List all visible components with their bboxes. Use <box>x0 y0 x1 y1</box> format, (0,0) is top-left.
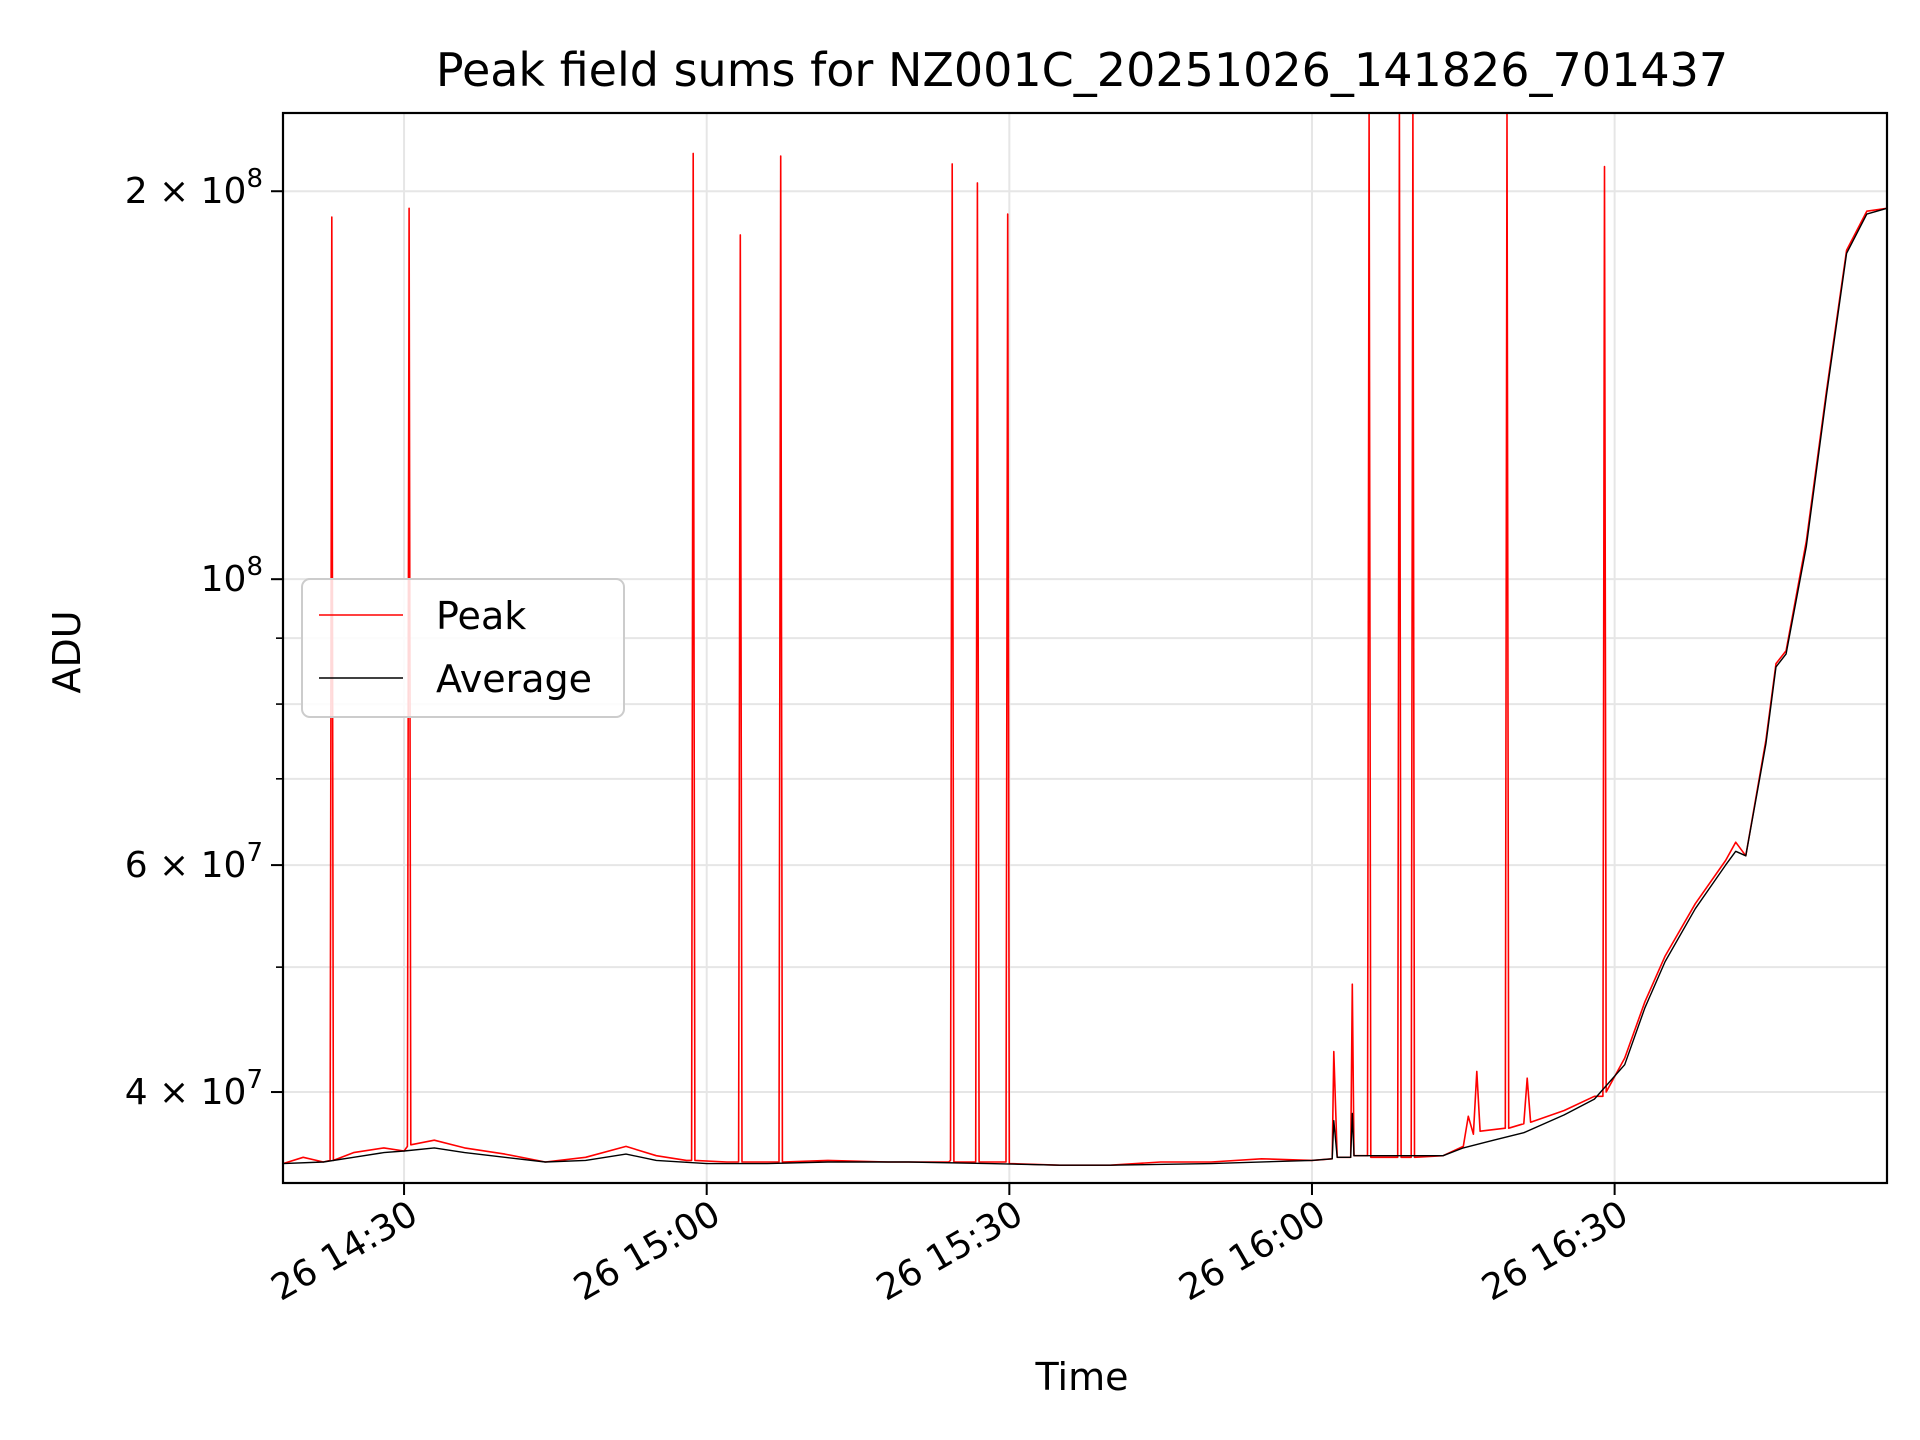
series-layer <box>282 112 1888 1166</box>
x-axis-label: Time <box>1035 1355 1129 1399</box>
y-tick-label: 4 × 107 <box>125 1065 263 1113</box>
series-line-average <box>282 207 1888 1166</box>
chart-title: Peak field sums for NZ001C_20251026_1418… <box>436 43 1728 97</box>
legend-box <box>301 578 625 718</box>
series-line-peak <box>282 112 1888 1166</box>
legend: Peak Average <box>301 578 625 718</box>
y-tick-label: 6 × 107 <box>125 838 263 886</box>
y-tick-label: 2 × 108 <box>125 164 263 212</box>
y-tick-label: 108 <box>201 552 263 600</box>
y-axis-label: ADU <box>45 610 89 693</box>
legend-label-peak: Peak <box>436 594 526 638</box>
legend-label-average: Average <box>436 657 592 701</box>
plot-frame <box>281 111 1889 1185</box>
